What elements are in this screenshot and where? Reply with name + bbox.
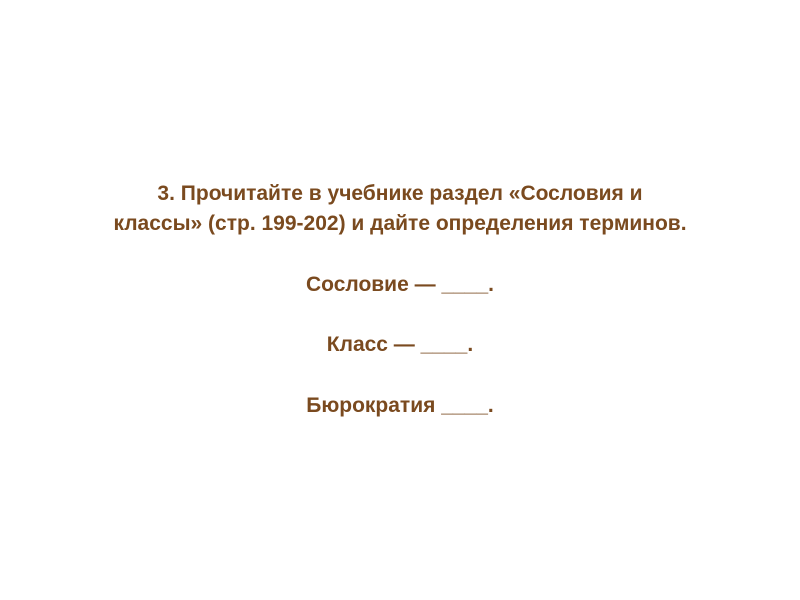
term-1: Сословие — ____. — [113, 270, 686, 300]
slide-content: 3. Прочитайте в учебнике раздел «Сослови… — [113, 179, 686, 421]
spacer — [113, 361, 686, 391]
spacer — [113, 300, 686, 330]
term-2: Класс — ____. — [113, 330, 686, 360]
slide-container: 3. Прочитайте в учебнике раздел «Сослови… — [0, 0, 800, 600]
instruction-line-1: 3. Прочитайте в учебнике раздел «Сослови… — [113, 179, 686, 209]
term-3: Бюрократия ____. — [113, 391, 686, 421]
instruction-line-2: классы» (стр. 199-202) и дайте определен… — [113, 209, 686, 239]
spacer — [113, 240, 686, 270]
